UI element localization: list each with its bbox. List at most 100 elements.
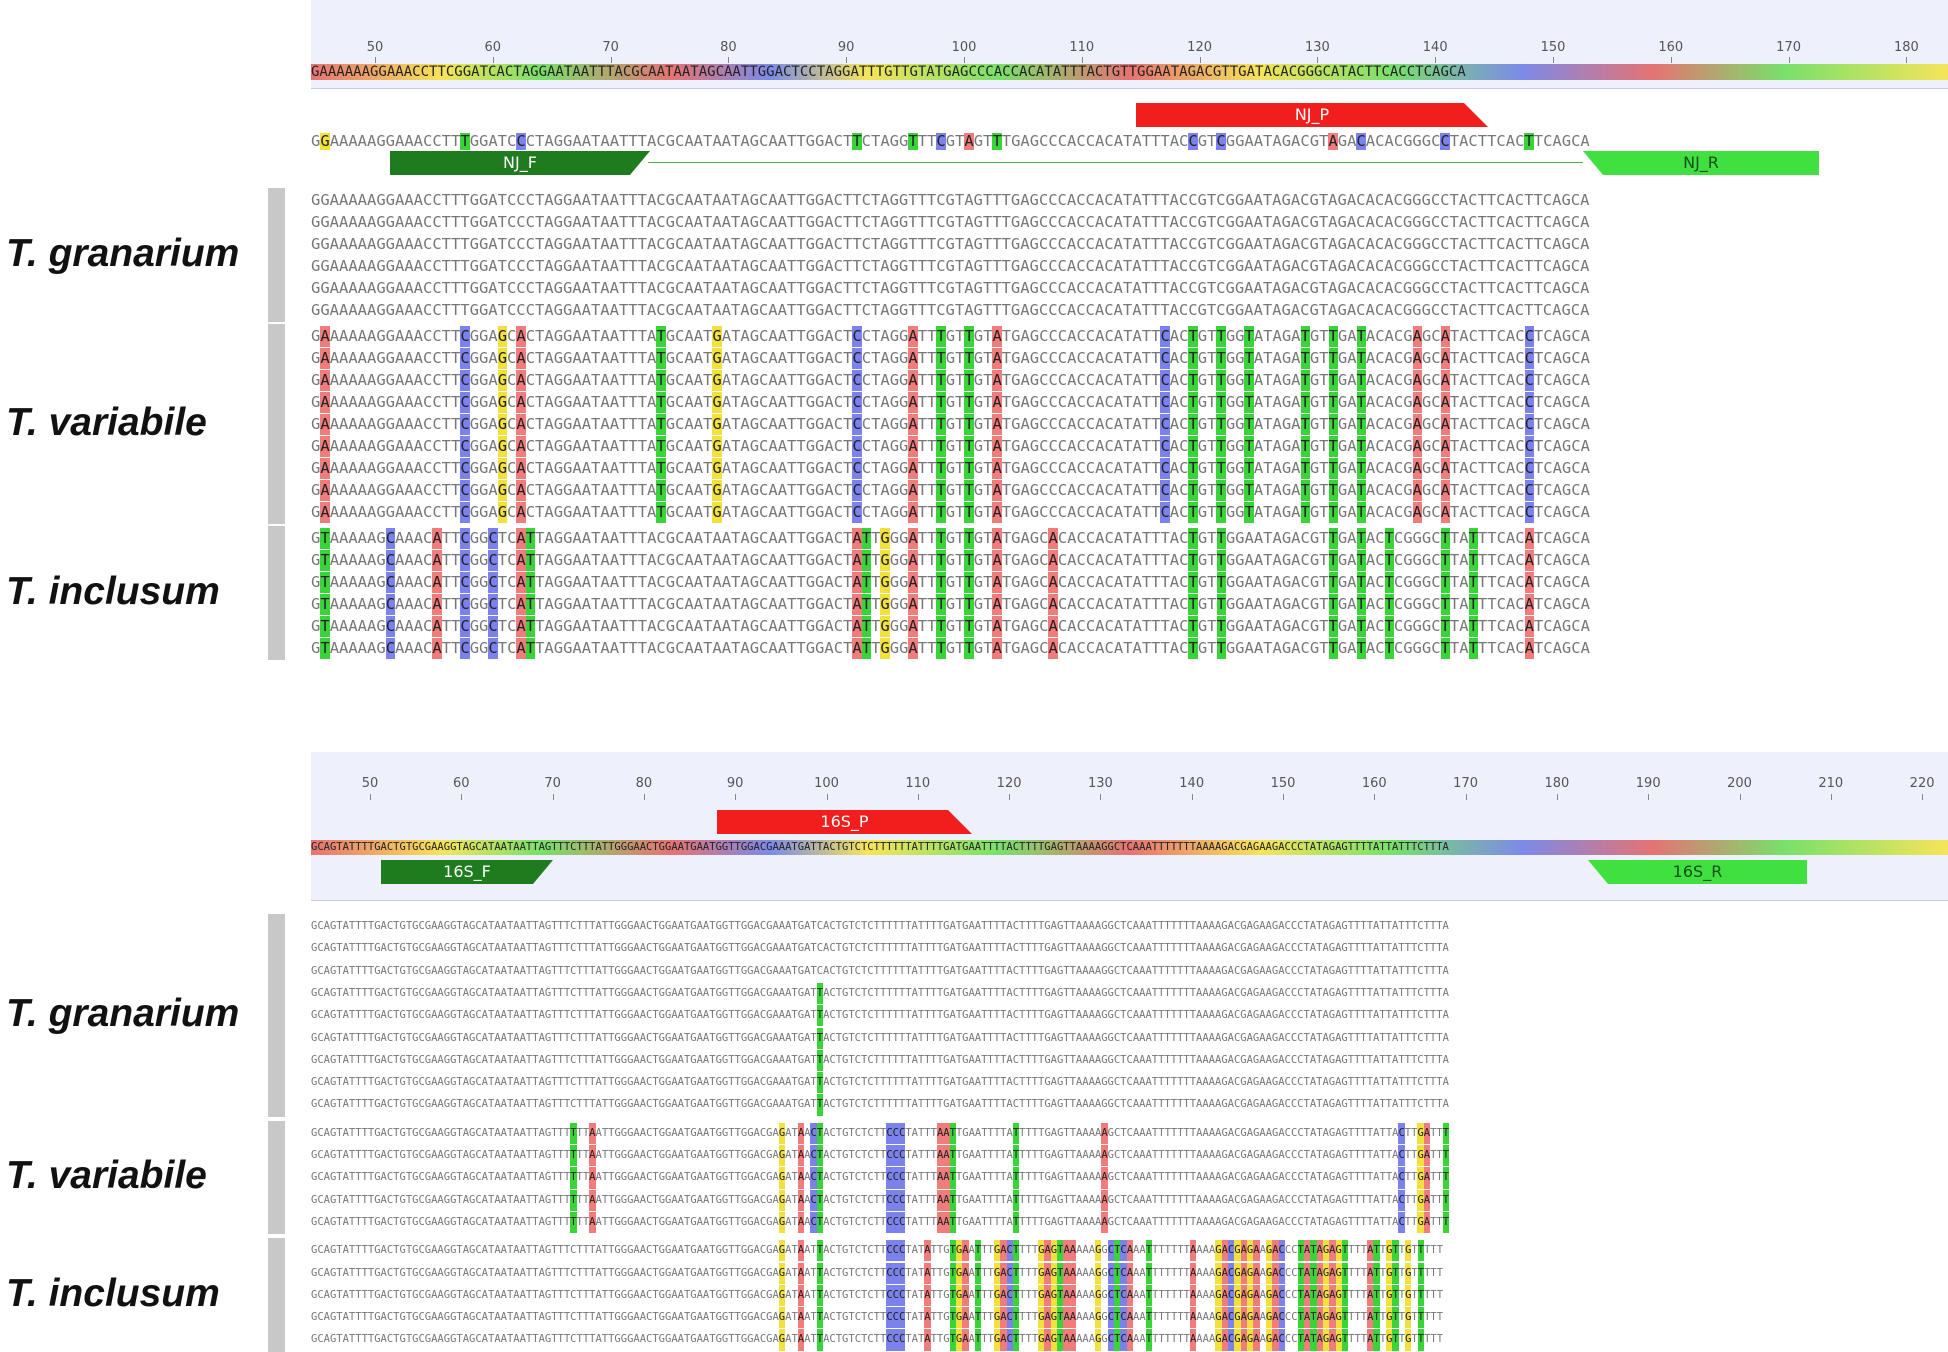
species-label: T. inclusum bbox=[6, 570, 220, 613]
ruler-tick-label: 130 bbox=[1087, 776, 1113, 791]
ruler-tick bbox=[643, 794, 645, 800]
ruler-tick-label: 110 bbox=[905, 776, 931, 791]
sequence-row: GTAAAAAGCAAACATTCGGCTCATTAGGAATAATTTACGC… bbox=[311, 616, 1590, 637]
ruler-tick bbox=[735, 794, 737, 800]
species-label: T. granarium bbox=[6, 992, 240, 1036]
ruler-divider bbox=[311, 900, 1948, 901]
ruler-tick-label: 150 bbox=[1270, 776, 1296, 791]
ruler-tick-label: 120 bbox=[1187, 40, 1213, 55]
species-group-bar bbox=[268, 1238, 285, 1352]
ruler-tick bbox=[492, 57, 494, 63]
ruler-tick-label: 180 bbox=[1544, 776, 1570, 791]
ruler-tick bbox=[826, 794, 828, 800]
ruler-tick-label: 150 bbox=[1540, 40, 1566, 55]
ruler-tick-label: 100 bbox=[814, 776, 839, 791]
sequence-row: GGAAAAAGGAAACCTTTGGATCCCTAGGAATAATTTACGC… bbox=[311, 235, 1590, 253]
sequence-row: GGAAAAAGGAAACCTTTGGATCCCTAGGAATAATTTACGC… bbox=[311, 301, 1590, 319]
ruler-tick-label: 200 bbox=[1727, 776, 1752, 791]
ruler-tick bbox=[1283, 794, 1284, 800]
primer-nj-f[interactable]: NJ_F bbox=[390, 151, 650, 175]
ruler-tick bbox=[1553, 57, 1554, 63]
ruler-tick-label: 100 bbox=[951, 40, 977, 55]
ruler-tick bbox=[1922, 794, 1924, 800]
sequence-row: GCAGTATTTTGACTGTGCGAAGGTAGCATAATAATTAGTT… bbox=[311, 1211, 1948, 1234]
sequence-row: GAAAAAAGGAAACCTTCGGAGCACTAGGAATAATTTATGC… bbox=[311, 502, 1590, 523]
species-group-bar bbox=[268, 914, 285, 1117]
species-label: T. variabile bbox=[6, 1154, 207, 1198]
ruler-tick-label: 70 bbox=[544, 776, 561, 791]
sequence-row: GCAGTATTTTGACTGTGCGAAGGTAGCATAATAATTAGTT… bbox=[311, 1072, 1948, 1094]
ruler-tick-label: 140 bbox=[1422, 40, 1448, 55]
ruler-tick-label: 80 bbox=[635, 776, 653, 791]
ruler-tick bbox=[1556, 794, 1558, 800]
ruler-tick-label: 70 bbox=[602, 40, 619, 55]
sequence-row: GGAAAAAGGAAACCTTTGGATCCCTAGGAATAATTTACGC… bbox=[311, 213, 1590, 231]
ruler-tick bbox=[1317, 57, 1319, 63]
sequence-row: GCAGTATTTTGACTGTGCGAAGGTAGCATAATAATTAGTT… bbox=[311, 1240, 1948, 1262]
ruler-tick bbox=[1199, 57, 1201, 63]
ruler-tick-label: 140 bbox=[1179, 776, 1205, 791]
ruler-tick bbox=[1830, 794, 1832, 800]
ruler-tick bbox=[1435, 57, 1437, 63]
sequence-row: GCAGTATTTTGACTGTGCGAAGGTAGCATAATAATTAGTT… bbox=[311, 942, 1449, 955]
probe-nj-p[interactable]: NJ_P bbox=[1136, 103, 1488, 127]
sequence-row: GAAAAAAGGAAACCTTCGGAGCACTAGGAATAATTTATGC… bbox=[311, 392, 1590, 413]
sequence-row: GGAAAAAGGAAACCTTTGGATCCCTAGGAATAATTTACGC… bbox=[311, 191, 1590, 209]
sequence-row: GCAGTATTTTGACTGTGCGAAGGTAGCATAATAATTAGTT… bbox=[311, 1027, 1948, 1049]
sequence-row: GTAAAAAGCAAACATTCGGCTCATTAGGAATAATTTACGC… bbox=[311, 528, 1590, 549]
consensus-color-strip bbox=[311, 840, 1948, 855]
primer-nj-r[interactable]: NJ_R bbox=[1583, 151, 1819, 175]
ruler-tick bbox=[846, 57, 848, 63]
ruler-tick-label: 130 bbox=[1304, 40, 1330, 55]
ruler-tick-label: 90 bbox=[837, 40, 855, 55]
species-group-bar bbox=[268, 324, 285, 524]
reference-sequence: GGAAAAAGGAAACCTTTGGATCCCTAGGAATAATTTACGC… bbox=[311, 133, 1590, 150]
ruler-tick-label: 90 bbox=[726, 776, 744, 791]
species-group-bar bbox=[268, 188, 285, 322]
sequence-row: GCAGTATTTTGACTGTGCGAAGGTAGCATAATAATTAGTT… bbox=[311, 1262, 1948, 1284]
ruler-tick-label: 160 bbox=[1658, 40, 1684, 55]
sequence-row: GGAAAAAGGAAACCTTTGGATCCCTAGGAATAATTTACGC… bbox=[311, 279, 1590, 297]
sequence-row: GCAGTATTTTGACTGTGCGAAGGTAGCATAATAATTAGTT… bbox=[311, 1284, 1948, 1307]
ruler-tick-label: 60 bbox=[484, 40, 502, 55]
ruler-tick bbox=[375, 57, 376, 63]
sequence-row: GCAGTATTTTGACTGTGCGAAGGTAGCATAATAATTAGTT… bbox=[311, 920, 1449, 932]
ruler-tick-label: 210 bbox=[1818, 776, 1844, 791]
probe-16s-p[interactable]: 16S_P bbox=[717, 810, 972, 834]
ruler-tick bbox=[1081, 57, 1083, 63]
ruler-tick-label: 50 bbox=[361, 776, 379, 791]
sequence-row: GCAGTATTTTGACTGTGCGAAGGTAGCATAATAATTAGTT… bbox=[311, 1049, 1948, 1072]
species-group-bar bbox=[268, 1120, 285, 1235]
species-label: T. variabile bbox=[6, 401, 207, 444]
sequence-row: GTAAAAAGCAAACATTCGGCTCATTAGGAATAATTTACGC… bbox=[311, 638, 1590, 659]
sequence-row: GCAGTATTTTGACTGTGCGAAGGTAGCATAATAATTAGTT… bbox=[311, 1189, 1948, 1211]
ruler-tick-label: 220 bbox=[1909, 776, 1935, 791]
sequence-row: GCAGTATTTTGACTGTGCGAAGGTAGCATAATAATTAGTT… bbox=[311, 1094, 1948, 1116]
ruler-tick-label: 120 bbox=[996, 776, 1022, 791]
ruler-divider bbox=[311, 88, 1948, 89]
sequence-row: GAAAAAAGGAAACCTTCGGAGCACTAGGAATAATTTATGC… bbox=[311, 458, 1590, 479]
ruler-tick-label: 80 bbox=[720, 40, 737, 55]
sequence-row: GAAAAAAGGAAACCTTCGGAGCACTAGGAATAATTTATGC… bbox=[311, 480, 1590, 501]
consensus-color-strip bbox=[311, 64, 1948, 80]
amplicon-line bbox=[648, 162, 1583, 163]
sequence-row: GAAAAAAGGAAACCTTCGGAGCACTAGGAATAATTTATGC… bbox=[311, 326, 1590, 347]
primer-16s-r[interactable]: 16S_R bbox=[1588, 860, 1807, 884]
ruler-tick bbox=[1374, 794, 1376, 800]
sequence-row: GCAGTATTTTGACTGTGCGAAGGTAGCATAATAATTAGTT… bbox=[311, 982, 1948, 1005]
ruler-tick bbox=[1009, 794, 1011, 800]
primer-16s-f[interactable]: 16S_F bbox=[381, 860, 553, 884]
sequence-row: GTAAAAAGCAAACATTCGGCTCATTAGGAATAATTTACGC… bbox=[311, 594, 1590, 615]
sequence-row: GCAGTATTTTGACTGTGCGAAGGTAGCATAATAATTAGTT… bbox=[311, 1307, 1948, 1329]
ruler-tick bbox=[552, 794, 554, 800]
consensus-sequence: GAAAAAAGGAAACCTTCGGATCACTAGGAATAATTTACGC… bbox=[311, 64, 1466, 80]
ruler-tick bbox=[1739, 794, 1741, 800]
sequence-row: GAAAAAAGGAAACCTTCGGAGCACTAGGAATAATTTATGC… bbox=[311, 414, 1590, 435]
ruler-tick bbox=[728, 57, 730, 63]
sequence-row: GAAAAAAGGAAACCTTCGGAGCACTAGGAATAATTTATGC… bbox=[311, 436, 1590, 457]
ruler-tick-label: 180 bbox=[1893, 40, 1919, 55]
ruler-tick-label: 110 bbox=[1069, 40, 1095, 55]
ruler-tick bbox=[964, 57, 965, 63]
ruler-tick bbox=[1100, 794, 1102, 800]
sequence-row: GCAGTATTTTGACTGTGCGAAGGTAGCATAATAATTAGTT… bbox=[311, 1005, 1948, 1027]
